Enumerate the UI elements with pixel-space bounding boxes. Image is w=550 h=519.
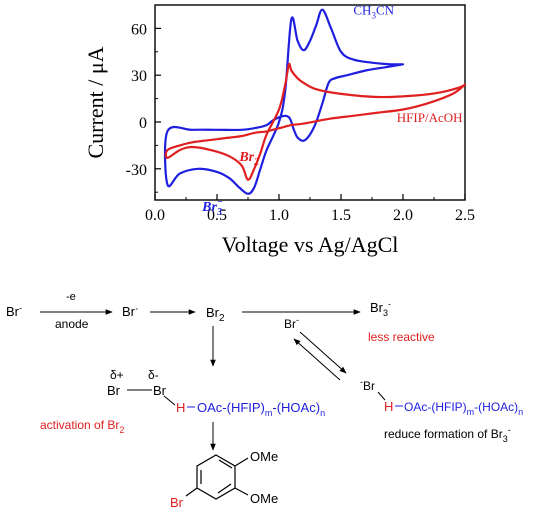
x-tick-label: 1.5 [331, 207, 351, 224]
x-tick-label: 0.0 [145, 207, 165, 224]
x-tick-label: 2.0 [393, 207, 413, 224]
reduce-formation-label: reduce formation of Br3- [384, 425, 511, 444]
annotation-br3: Br− 3 [201, 197, 223, 218]
delta-plus: δ+ [110, 368, 124, 382]
x-tick-label: 2.5 [455, 207, 475, 224]
bromine-atom-left: Br [107, 383, 121, 398]
bromide-ion: Br- [6, 303, 22, 319]
product-benzene-ring [185, 454, 249, 500]
series-label-hfip-acoh: HFIP/AcOH [397, 110, 463, 125]
chart-axes: 0.0 0.5 1.0 1.5 2.0 2.5 -30 0 30 60 [126, 4, 475, 224]
delta-minus: δ- [148, 368, 159, 382]
product-methoxy-top: OMe [250, 449, 278, 464]
activation-label: activation of Br2 [40, 418, 124, 435]
y-tick-label: 0 [139, 115, 147, 132]
product-methoxy-bottom: OMe [250, 491, 278, 506]
hydrogen-bond-network-left: OAc-(HFIP)m-(HOAc)n [197, 400, 325, 418]
series-line-ch3cn [163, 8, 405, 195]
equilibrium-arrow-up [293, 338, 341, 381]
product-bromine: Br [170, 495, 184, 510]
y-tick-label: 30 [131, 68, 147, 85]
y-tick-label: 60 [131, 21, 147, 38]
x-tick-label: 0.5 [207, 207, 227, 224]
bromine-radical: Br· [122, 303, 139, 319]
y-axis-title: Current / μA [83, 46, 108, 158]
series-line-hfip-acoh [164, 62, 467, 181]
cv-chart: 0.0 0.5 1.0 1.5 2.0 2.5 -30 0 30 60 Voltage vs Ag… [83, 2, 475, 257]
halogen-bond [163, 395, 176, 406]
reaction-scheme: Br- -e anode Br· Br2 Br- Br3- less react… [6, 291, 523, 510]
dibromine: Br2 [206, 305, 225, 324]
chart-labels: Voltage vs Ag/AgCl Current / μA CH3CN HFIP/… [83, 2, 463, 257]
oxidation-electron-label: -e [66, 291, 76, 303]
bromide-ion-right: -Br [360, 377, 375, 393]
bromine-atom-right: Br [153, 383, 167, 398]
y-tick-label: -30 [126, 162, 147, 179]
hydrogen-atom-right: H [384, 399, 393, 414]
equilibrium-arrow-down [299, 331, 347, 374]
x-axis-title: Voltage vs Ag/AgCl [222, 232, 399, 257]
x-tick-label: 1.0 [269, 207, 289, 224]
less-reactive-label: less reactive [368, 330, 435, 344]
anode-label: anode [55, 317, 89, 331]
bromide-hbond [377, 391, 386, 401]
chart-series [163, 8, 467, 195]
annotation-br2: Br2 [238, 150, 259, 168]
hydrogen-atom-left: H [176, 400, 185, 415]
series-label-ch3cn: CH3CN [353, 2, 394, 20]
hydrogen-bond-network-right: OAc-(HFIP)m-(HOAc)n [404, 400, 523, 417]
plot-frame [154, 4, 466, 201]
tribromide: Br3- [370, 299, 391, 318]
bromide-on-arrow: Br- [284, 315, 299, 331]
